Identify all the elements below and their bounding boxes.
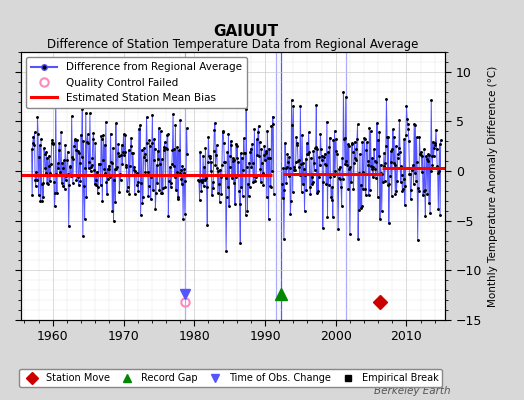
Legend: Station Move, Record Gap, Time of Obs. Change, Empirical Break: Station Move, Record Gap, Time of Obs. C…: [19, 369, 442, 387]
Text: Berkeley Earth: Berkeley Earth: [374, 386, 451, 396]
Text: GAIUUT: GAIUUT: [214, 24, 279, 39]
Y-axis label: Monthly Temperature Anomaly Difference (°C): Monthly Temperature Anomaly Difference (…: [488, 65, 498, 307]
Legend: Difference from Regional Average, Quality Control Failed, Estimated Station Mean: Difference from Regional Average, Qualit…: [26, 57, 247, 108]
Title: Difference of Station Temperature Data from Regional Average: Difference of Station Temperature Data f…: [48, 38, 419, 51]
